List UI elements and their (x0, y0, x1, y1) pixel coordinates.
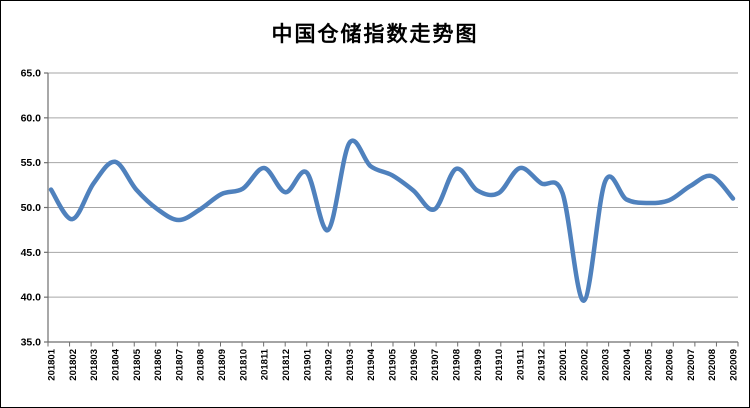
x-tick-label: 201812 (281, 349, 292, 381)
y-tick-label: 40.0 (21, 292, 42, 304)
x-tick-label: 201808 (196, 349, 207, 381)
x-tick-label: 201904 (366, 348, 377, 380)
x-tick-label: 201810 (238, 349, 249, 381)
gridlines (48, 72, 738, 298)
x-tick-label: 201801 (47, 348, 58, 380)
x-tick-label: 202006 (665, 349, 676, 381)
x-tick-label: 202004 (622, 348, 633, 380)
x-tick-label: 201905 (388, 348, 399, 380)
x-tick-label: 201909 (473, 349, 484, 381)
y-tick-label: 65.0 (21, 68, 42, 80)
x-tick-label: 201903 (345, 349, 356, 381)
x-tick-label: 201910 (494, 349, 505, 381)
x-tick-label: 201908 (451, 349, 462, 381)
x-tick-label: 201811 (260, 348, 271, 380)
index-series-line (48, 138, 736, 304)
x-tick-label: 201805 (132, 348, 143, 380)
x-tick-label: 201912 (537, 349, 548, 381)
x-tick-label: 201907 (430, 349, 441, 381)
x-tick-label: 201806 (153, 349, 164, 381)
x-tick-label: 202005 (643, 348, 654, 380)
x-tick-label: 201906 (409, 349, 420, 381)
x-tick-label: 201807 (174, 349, 185, 381)
y-axis-labels: 65.0 60.0 55.0 50.0 45.0 40.0 35.0 (21, 68, 48, 349)
x-tick-label: 202002 (579, 349, 590, 381)
x-tick-label: 202008 (707, 349, 718, 381)
x-tick-label: 202009 (729, 349, 740, 381)
x-tick-label: 201902 (324, 349, 335, 381)
x-tick-label: 202001 (558, 348, 569, 380)
x-tick-label: 202003 (601, 349, 612, 381)
y-tick-label: 55.0 (21, 157, 42, 169)
x-axis-labels: 201801 201802 201803 201804 201805 201806 2018… (47, 342, 740, 381)
x-tick-label: 202007 (686, 349, 697, 381)
x-tick-label: 201901 (302, 348, 313, 380)
x-tick-label: 201804 (110, 348, 121, 380)
x-tick-label: 201809 (217, 349, 228, 381)
x-tick-label: 201803 (89, 349, 100, 381)
y-tick-label: 50.0 (21, 202, 42, 214)
chart-title: 中国仓储指数走势图 (271, 23, 479, 46)
y-tick-label: 45.0 (21, 247, 42, 259)
y-tick-label: 35.0 (21, 337, 42, 349)
x-tick-label: 201911 (515, 348, 526, 380)
y-tick-label: 60.0 (21, 112, 42, 124)
x-tick-label: 201802 (68, 349, 79, 381)
